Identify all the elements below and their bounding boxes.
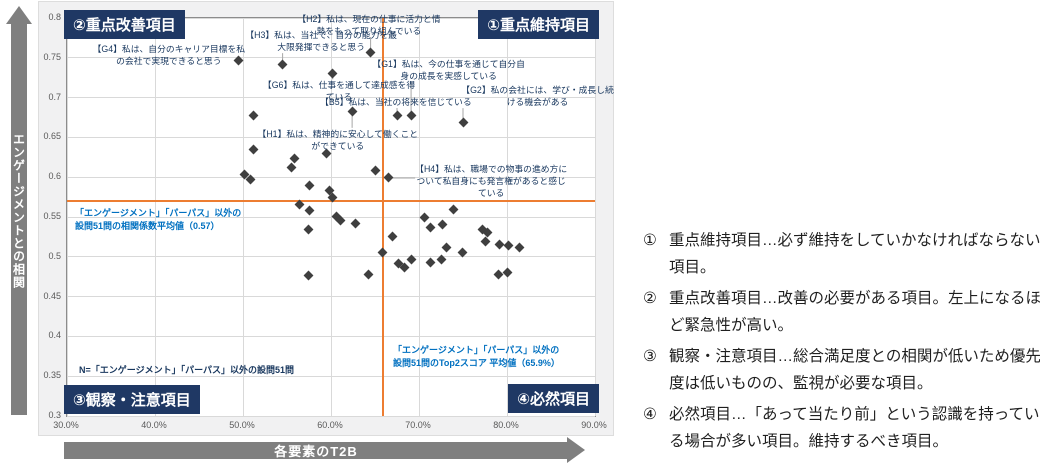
y-tick-label: 0.55 [43,211,61,221]
annotation-text: 【G1】私は、今の仕事を通じて自分自 [372,58,525,69]
annotation-label-g1: 【G1】私は、今の仕事を通じて自分自 身の成長を実感している [372,58,525,82]
gridline-horizontal [67,375,595,377]
y-tick-label: 0.35 [43,370,61,381]
legend-item-4-number: ④ [643,406,657,423]
gridline-vertical [594,18,596,416]
y-tick-label: 0.4 [48,330,61,341]
y-tick-label: 0.5 [48,250,61,261]
gridline-horizontal [67,216,595,218]
quadrant-legend: ① 重点維持項目…必ず維持をしていかなければならない項目。 ② 重点改善項目…改… [643,227,1040,459]
annotation-text: 【G2】私の会社には、学び・成長し続 [461,85,614,96]
legend-item-4-text: 必然項目…「あって当たり前」という認識を持っている場合が多い項目。維持するべき項… [669,406,1040,450]
quadrant-label-maintain: ①重点維持項目 [478,10,599,39]
gridline-horizontal [67,256,595,258]
annotation-text: 身の成長を実感している [400,70,497,81]
x-tick-label: 40.0% [141,420,167,430]
annotation-text: 大限発揮できると思う [277,42,366,53]
plot-area: ②重点改善項目 ①重点維持項目 ③観察・注意項目 ④必然項目 「エンゲージメント… [64,10,614,417]
annotation-text: 【H1】私は、精神的に安心して働くこと [257,128,419,139]
gridline-horizontal [67,97,595,99]
x-axis-arrow: 各要素のT2B [64,437,585,465]
annotation-text: 【H2】私は、現在の仕事に活力と情 [297,14,441,25]
annotation-text: 【H4】私は、職場での物事の進め方に [415,163,568,174]
gridline-horizontal [67,17,595,19]
legend-item-1: ① 重点維持項目…必ず維持をしていかなければならない項目。 [643,227,1040,281]
x-axis-arrow-shaft: 各要素のT2B [64,442,568,459]
x-axis-title: 各要素のT2B [274,444,358,459]
legend-item-3: ③ 観察・注意項目…総合満足度との相関が低いため優先度は低いものの、監視が必要な… [643,343,1040,397]
annotation-label-h3: 【H3】私は、当社で、自分の能力を最 大限発揮できると思う [245,29,397,53]
annotation-label-h4: 【H4】私は、職場での物事の進め方に ついて私自身にも発言権があると感じ ている [415,163,567,199]
annotation-text: ける機会がある [506,97,569,108]
annotation-text: ができている [311,140,365,151]
legend-item-3-number: ③ [643,348,657,365]
annotation-label-b5: 【B5】私は、当社の将来を信じている [320,96,472,108]
y-axis-arrow-shaft [11,23,27,415]
legend-item-4: ④ 必然項目…「あって当たり前」という認識を持っている場合が多い項目。維持するべ… [643,401,1040,455]
y-tick-label: 0.65 [43,131,61,142]
gridline-horizontal [67,335,595,337]
legend-item-3-text: 観察・注意項目…総合満足度との相関が低いため優先度は低いものの、監視が必要な項目… [669,348,1040,392]
top2-average-note-line1: 「エンゲージメント」「パーパス」以外の [393,345,560,355]
annotation-text: 【G6】私は、仕事を通して達成感を得 [262,80,416,91]
annotation-text: 【H3】私は、当社で、自分の能力を最 [245,30,397,41]
arrow-right-icon [567,437,585,463]
x-tick-label: 70.0% [405,420,431,430]
legend-item-2-number: ② [643,290,657,307]
annotation-text: 【G4】私は、自分のキャリア目標を私 [92,43,246,54]
legend-item-2-text: 重点改善項目…改善の必要がある項目。左上になるほど緊急性が高い。 [669,290,1040,334]
correlation-average-note: 「エンゲージメント」「パーパス」以外の 設問51問の相関係数平均値（0.57） [75,207,241,232]
y-tick-label: 0.75 [43,51,61,62]
annotation-label-h1: 【H1】私は、精神的に安心して働くこと ができている [258,128,419,152]
annotation-text: 【B5】私は、当社の将来を信じている [320,97,472,107]
sample-note: N=「エンゲージメント」「パーパス」以外の設問51問 [79,365,294,375]
y-axis-title: エンゲージメントとの相関 [11,133,26,289]
x-tick-label: 60.0% [317,420,343,430]
legend-item-1-number: ① [643,232,657,249]
correlation-average-note-line1: 「エンゲージメント」「パーパス」以外の [75,208,242,218]
gridline-horizontal [67,415,595,417]
y-tick-label: 0.7 [48,91,61,102]
annotation-text: ている [477,187,505,198]
annotation-text: の会社で実現できると思う [116,55,222,66]
chart-canvas: ②重点改善項目 ①重点維持項目 ③観察・注意項目 ④必然項目 「エンゲージメント… [38,1,614,436]
y-axis-arrow: エンゲージメントとの相関 [6,6,32,416]
y-tick-label: 0.45 [43,290,61,301]
annotation-label-g2: 【G2】私の会社には、学び・成長し続 ける機会がある [461,84,614,108]
legend-item-2: ② 重点改善項目…改善の必要がある項目。左上になるほど緊急性が高い。 [643,285,1040,339]
gridline-horizontal [67,136,595,138]
top2-average-note: 「エンゲージメント」「パーパス」以外の 設問51問のTop2スコア 平均値（65… [393,344,560,369]
x-tick-label: 50.0% [229,420,255,430]
quadrant-label-improve: ②重点改善項目 [64,10,185,39]
gridline-horizontal [67,296,595,298]
gridline-horizontal [67,176,595,178]
x-tick-label: 80.0% [493,420,519,430]
annotation-label-g4: 【G4】私は、自分のキャリア目標を私 の会社で実現できると思う [93,43,246,67]
top2-average-note-line2: 設問51問のTop2スコア 平均値（65.9%） [393,357,560,368]
reference-line-vertical [381,18,384,416]
gridline-horizontal [67,57,595,59]
x-tick-label: 90.0% [581,420,607,430]
legend-item-1-text: 重点維持項目…必ず維持をしていかなければならない項目。 [669,232,1040,276]
quadrant-label-inevitable: ④必然項目 [508,384,599,413]
quadrant-label-observe: ③観察・注意項目 [64,385,200,414]
correlation-average-note-line2: 設問51問の相関係数平均値（0.57） [75,220,220,231]
annotation-label-h2: 【H2】私は、現在の仕事に活力と情 熱をもって取り組んでいる [297,13,440,37]
y-tick-label: 0.6 [48,171,61,182]
annotation-text: ている [325,92,353,103]
annotation-label-g6: 【G6】私は、仕事を通して達成感を得 ている [263,79,415,103]
x-tick-label: 30.0% [53,420,79,430]
arrow-up-icon [6,6,32,24]
y-tick-label: 0.3 [48,410,61,420]
annotation-text: ついて私自身にも発言権があると感じ [416,175,566,186]
annotation-text: 熱をもって取り組んでいる [316,26,422,37]
y-tick-label: 0.8 [48,12,61,22]
